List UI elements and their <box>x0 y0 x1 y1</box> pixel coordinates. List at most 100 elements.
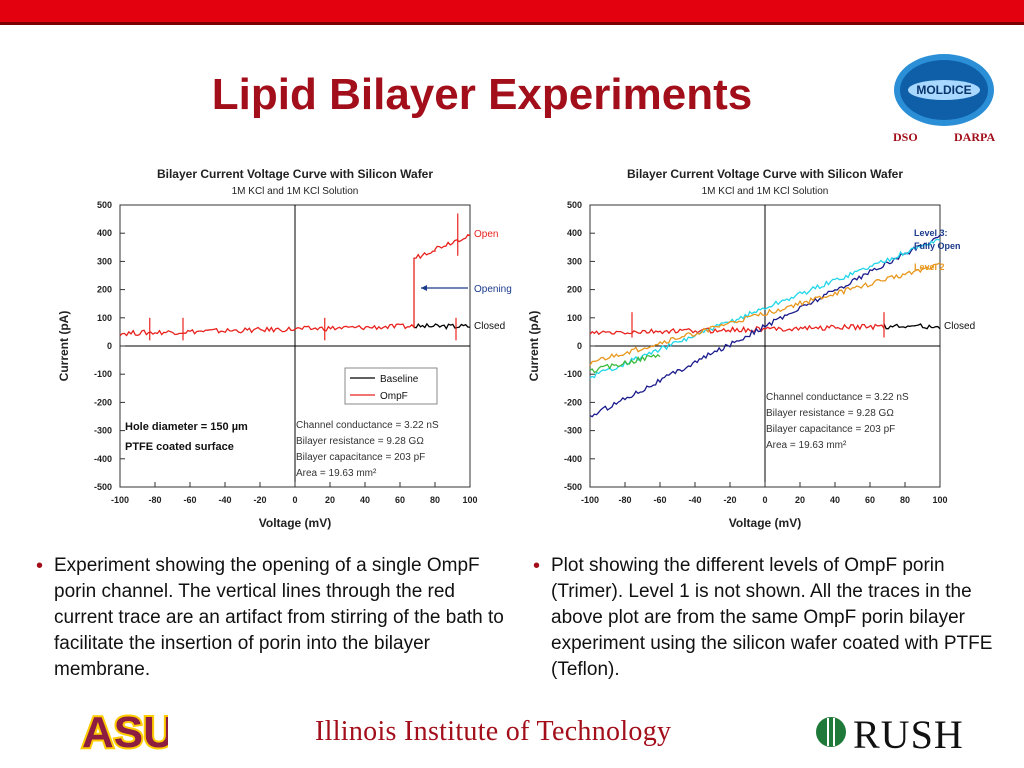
x-tick-label: 40 <box>830 495 840 505</box>
annotation-level3: Level 3: <box>914 228 948 238</box>
stats-line: Bilayer capacitance = 203 pF <box>766 424 895 435</box>
series-line <box>589 234 941 418</box>
stats-line: Area = 19.63 mm² <box>296 468 377 479</box>
x-tick-label: -40 <box>218 495 231 505</box>
y-tick-label: 500 <box>97 200 112 210</box>
stats-line: Channel conductance = 3.22 nS <box>296 420 439 431</box>
bullet-text: Experiment showing the opening of a sing… <box>54 555 504 680</box>
x-tick-label: 0 <box>292 495 297 505</box>
y-tick-label: -500 <box>94 482 112 492</box>
x-tick-label: 100 <box>462 495 477 505</box>
x-tick-label: 60 <box>865 495 875 505</box>
series-line <box>589 262 941 366</box>
stats-line: Bilayer capacitance = 203 pF <box>296 452 425 463</box>
asu-logo: ASU ASU <box>78 706 177 760</box>
chart-title: Bilayer Current Voltage Curve with Silic… <box>157 167 433 181</box>
note-hole-diameter: Hole diameter = 150 µm <box>125 421 248 433</box>
x-tick-label: -100 <box>111 495 129 505</box>
x-tick-label: 100 <box>932 495 947 505</box>
chart-subtitle: 1M KCl and 1M KCl Solution <box>702 186 829 197</box>
series-line <box>589 323 885 336</box>
x-tick-label: -60 <box>653 495 666 505</box>
svg-text:ASU: ASU <box>82 708 168 755</box>
bullet-text: Plot showing the different levels of Omp… <box>551 555 993 680</box>
y-tick-label: -100 <box>94 369 112 379</box>
y-tick-label: 0 <box>107 341 112 351</box>
series-line <box>589 238 941 379</box>
annotation-opening: Opening <box>474 284 512 295</box>
y-tick-label: -500 <box>564 482 582 492</box>
x-tick-label: -40 <box>688 495 701 505</box>
y-tick-label: 0 <box>577 341 582 351</box>
y-tick-label: -300 <box>94 426 112 436</box>
x-tick-label: 60 <box>395 495 405 505</box>
stats-line: Area = 19.63 mm² <box>766 440 847 451</box>
moldice-logo: MOLDICE <box>888 50 1000 130</box>
y-tick-label: -200 <box>94 397 112 407</box>
x-axis-label: Voltage (mV) <box>729 516 801 530</box>
y-tick-label: 200 <box>567 285 582 295</box>
x-tick-label: -20 <box>253 495 266 505</box>
rush-emblem-icon <box>813 712 849 757</box>
series-line <box>883 323 941 330</box>
bullet-right: • Plot showing the different levels of O… <box>533 553 993 683</box>
rush-logo-text: RUSH <box>853 712 964 757</box>
chart-title: Bilayer Current Voltage Curve with Silic… <box>627 167 903 181</box>
y-tick-label: -400 <box>94 454 112 464</box>
sponsor-darpa: DARPA <box>954 130 996 144</box>
y-tick-label: 100 <box>97 313 112 323</box>
stats-line: Bilayer resistance = 9.28 GΩ <box>766 408 894 419</box>
x-axis-label: Voltage (mV) <box>259 516 331 530</box>
y-tick-label: 400 <box>97 228 112 238</box>
series-line <box>589 353 661 374</box>
iit-logo-text: Illinois Institute of Technology <box>315 716 672 747</box>
y-tick-label: -200 <box>564 397 582 407</box>
legend-label-ompf: OmpF <box>380 391 408 402</box>
chart-background <box>50 160 520 540</box>
x-tick-label: -100 <box>581 495 599 505</box>
y-tick-label: 300 <box>97 256 112 266</box>
bullet-left: • Experiment showing the opening of a si… <box>36 553 511 683</box>
top-banner-shadow <box>0 22 1024 25</box>
annotation-level2: Level 2 <box>914 262 945 272</box>
y-tick-label: 400 <box>567 228 582 238</box>
x-tick-label: -20 <box>723 495 736 505</box>
y-tick-label: 500 <box>567 200 582 210</box>
chart-right: Bilayer Current Voltage Curve with Silic… <box>520 160 990 540</box>
annotation-fully-open: Fully Open <box>914 241 961 251</box>
chart-left: Bilayer Current Voltage Curve with Silic… <box>50 160 520 540</box>
top-banner <box>0 0 1024 22</box>
logo-text: MOLDICE <box>916 83 971 97</box>
sponsor-dso: DSO <box>893 130 918 144</box>
x-tick-label: -80 <box>618 495 631 505</box>
series-line <box>119 234 471 337</box>
annotation-closed: Closed <box>944 321 975 332</box>
y-tick-label: 200 <box>97 285 112 295</box>
legend-label-baseline: Baseline <box>380 374 419 385</box>
bullet-dot: • <box>36 555 44 577</box>
stats-line: Bilayer resistance = 9.28 GΩ <box>296 436 424 447</box>
x-tick-label: -80 <box>148 495 161 505</box>
stats-line: Channel conductance = 3.22 nS <box>766 392 909 403</box>
x-tick-label: 20 <box>325 495 335 505</box>
y-tick-label: -300 <box>564 426 582 436</box>
series-line <box>413 322 471 331</box>
x-tick-label: 0 <box>762 495 767 505</box>
y-tick-label: -400 <box>564 454 582 464</box>
legend-box <box>344 367 438 405</box>
x-tick-label: 80 <box>900 495 910 505</box>
chart-background <box>520 160 990 540</box>
asu-text: ASU <box>82 708 168 755</box>
x-tick-label: 20 <box>795 495 805 505</box>
y-axis-label: Current (pA) <box>527 311 541 382</box>
x-tick-label: 80 <box>430 495 440 505</box>
annotation-closed: Closed <box>474 321 505 332</box>
y-tick-label: 300 <box>567 256 582 266</box>
y-tick-label: 100 <box>567 313 582 323</box>
x-tick-label: 40 <box>360 495 370 505</box>
annotation-open: Open <box>474 229 498 240</box>
x-tick-label: -60 <box>183 495 196 505</box>
y-tick-label: -100 <box>564 369 582 379</box>
bullet-dot: • <box>533 555 541 577</box>
y-axis-label: Current (pA) <box>57 311 71 382</box>
